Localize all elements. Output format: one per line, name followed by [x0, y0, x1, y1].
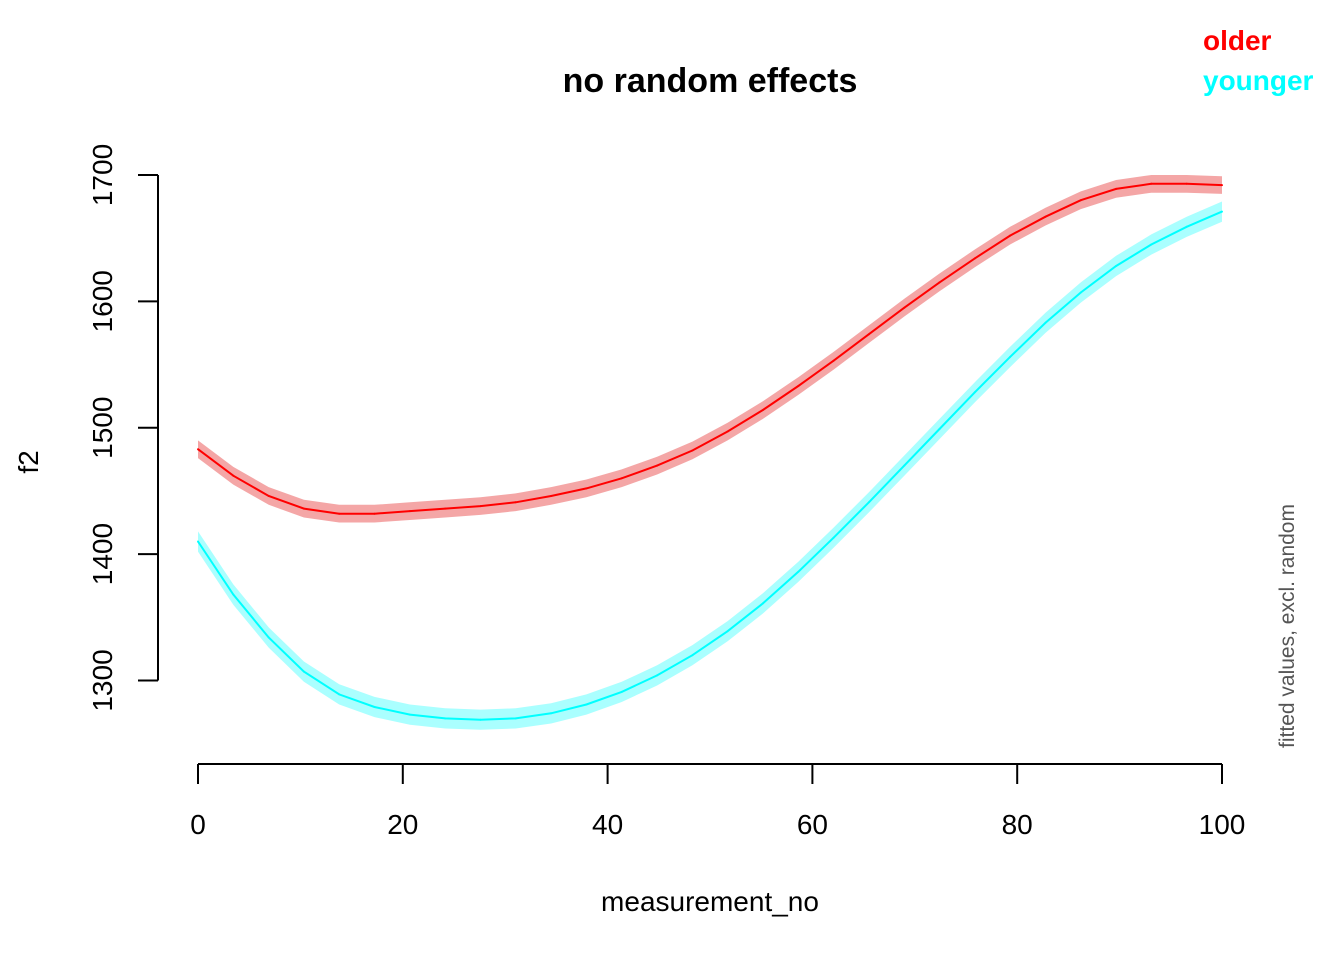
data-point-younger [1009, 355, 1012, 358]
data-point-younger [620, 690, 623, 693]
data-point-older [903, 306, 906, 309]
data-point-older [1185, 182, 1188, 185]
data-point-older [797, 385, 800, 387]
confidence-band-older [198, 175, 1222, 523]
data-point-older [656, 464, 659, 467]
data-point-younger [903, 464, 906, 467]
x-tick-label: 100 [1199, 809, 1246, 840]
data-point-younger [408, 713, 411, 716]
x-tick-label: 80 [1002, 809, 1033, 840]
data-point-younger [550, 712, 553, 715]
data-point-older [550, 495, 553, 497]
series-lines [197, 182, 1223, 721]
data-point-younger [338, 693, 341, 696]
data-point-younger [726, 630, 729, 633]
y-tick-label: 1300 [87, 649, 118, 711]
data-point-older [867, 333, 870, 336]
data-point-younger [1150, 243, 1153, 246]
data-point-younger [479, 718, 482, 721]
data-point-younger [867, 501, 870, 504]
data-point-older [1009, 234, 1012, 237]
chart-title: no random effects [563, 62, 858, 100]
legend-entry-younger: younger [1203, 65, 1314, 96]
side-note: fitted values, excl. random [1276, 504, 1299, 748]
x-axis: 0 20 40 60 80 100 [190, 763, 1246, 840]
series-line-younger [197, 210, 1223, 721]
data-point-older [973, 257, 976, 260]
data-point-younger [1115, 265, 1118, 267]
data-point-older [1079, 199, 1082, 202]
series-line-older [197, 182, 1223, 515]
data-point-older [232, 474, 235, 477]
data-point-younger [832, 536, 835, 539]
data-point-older [197, 448, 199, 451]
data-point-older [1150, 182, 1153, 185]
data-point-younger [797, 570, 800, 573]
x-tick-label: 20 [387, 809, 418, 840]
y-tick-label: 1500 [87, 397, 118, 459]
data-point-younger [1079, 291, 1082, 294]
confidence-bands [198, 175, 1222, 730]
y-tick-label: 1600 [87, 270, 118, 332]
y-tick-label: 1400 [87, 523, 118, 585]
data-point-younger [761, 602, 764, 605]
y-axis-label: f2 [13, 450, 44, 473]
x-tick-label: 0 [190, 809, 206, 840]
data-point-older [1221, 184, 1223, 187]
x-tick-label: 40 [592, 809, 623, 840]
data-point-younger [938, 428, 941, 430]
data-point-older [585, 487, 588, 490]
data-point-older [1044, 215, 1047, 218]
data-point-older [832, 359, 835, 362]
data-point-older [479, 505, 482, 508]
data-point-younger [1221, 210, 1223, 213]
data-point-older [938, 281, 941, 284]
data-point-younger [656, 674, 659, 677]
data-point-older [620, 477, 623, 480]
y-tick-label: 1700 [87, 144, 118, 206]
data-point-younger [1185, 225, 1188, 228]
data-point-younger [973, 391, 976, 394]
data-point-older [338, 512, 341, 515]
data-point-younger [197, 540, 199, 543]
data-point-older [514, 501, 517, 504]
data-point-older [267, 495, 270, 497]
data-point-younger [444, 717, 447, 720]
data-point-older [1115, 187, 1118, 190]
data-point-older [726, 430, 729, 433]
data-point-older [302, 507, 305, 510]
data-point-younger [514, 717, 517, 720]
legend-entry-older: older [1203, 25, 1272, 56]
data-point-younger [691, 654, 694, 657]
data-point-younger [232, 593, 235, 596]
x-tick-label: 60 [797, 809, 828, 840]
data-point-older [373, 512, 376, 515]
data-point-older [691, 449, 694, 452]
legend: older younger [1203, 25, 1314, 96]
confidence-band-younger [198, 201, 1222, 730]
y-axis: 1300 1400 1500 1600 1700 [87, 144, 159, 712]
data-point-younger [585, 703, 588, 706]
data-point-younger [302, 670, 305, 673]
data-point-older [408, 510, 411, 513]
data-point-younger [267, 636, 270, 639]
data-point-older [761, 409, 764, 411]
data-point-younger [1044, 321, 1047, 324]
data-point-younger [373, 706, 376, 708]
data-point-older [444, 507, 447, 510]
x-axis-label: measurement_no [601, 886, 819, 917]
